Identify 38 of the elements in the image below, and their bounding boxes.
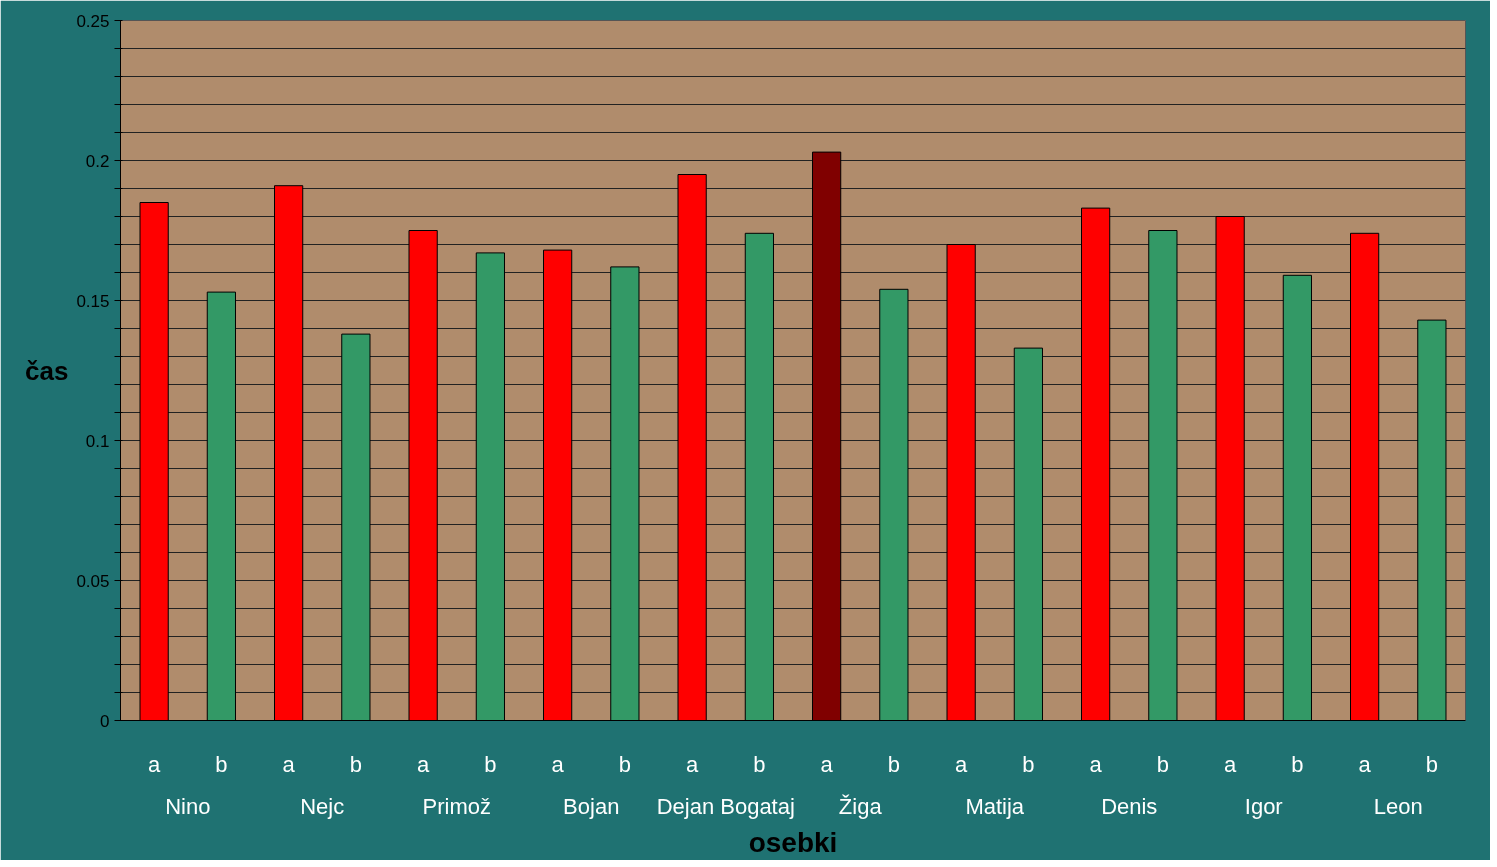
text: a (1358, 751, 1371, 777)
y-tick-label: 0.1 (85, 431, 110, 451)
text: a (1089, 751, 1102, 777)
x-tick-label: Primož (422, 793, 491, 819)
x-tick-label: Dejan Bogataj (656, 793, 795, 819)
text: a (551, 751, 564, 777)
x-tick-label: Igor (1244, 793, 1283, 819)
text: a (1224, 751, 1237, 777)
text: a (282, 751, 295, 777)
y-axis-title: čas (25, 355, 69, 386)
y-tick-label: 0.15 (76, 291, 110, 311)
text: b (484, 751, 497, 777)
x-tick-label: Nino (165, 793, 211, 819)
text: b (1425, 751, 1439, 777)
x-tick-label: Leon (1373, 793, 1423, 819)
text: b (887, 751, 901, 777)
series-label: a (148, 751, 162, 777)
x-tick-label: Denis (1101, 793, 1158, 819)
text: a (686, 751, 699, 777)
y-tick-label: 0 (100, 711, 110, 731)
x-tick-label: Nejc (300, 793, 345, 819)
text: a (955, 751, 968, 777)
text: b (1022, 751, 1035, 777)
x-tick-label: Žiga (838, 793, 883, 819)
text: b (1156, 751, 1170, 777)
x-axis-title: osebki (748, 826, 838, 858)
text: a (820, 751, 833, 777)
x-tick-label: Bojan (563, 793, 620, 819)
text: a (417, 751, 430, 777)
y-tick-label: 0.2 (85, 151, 110, 171)
text: b (618, 751, 632, 777)
text: b (1291, 751, 1304, 777)
y-tick-label: 0.25 (76, 11, 110, 31)
text: b (349, 751, 363, 777)
x-tick-label: Matija (965, 793, 1025, 819)
series-label: b (215, 751, 228, 777)
text: b (753, 751, 766, 777)
y-tick-label: 0.05 (76, 571, 110, 591)
